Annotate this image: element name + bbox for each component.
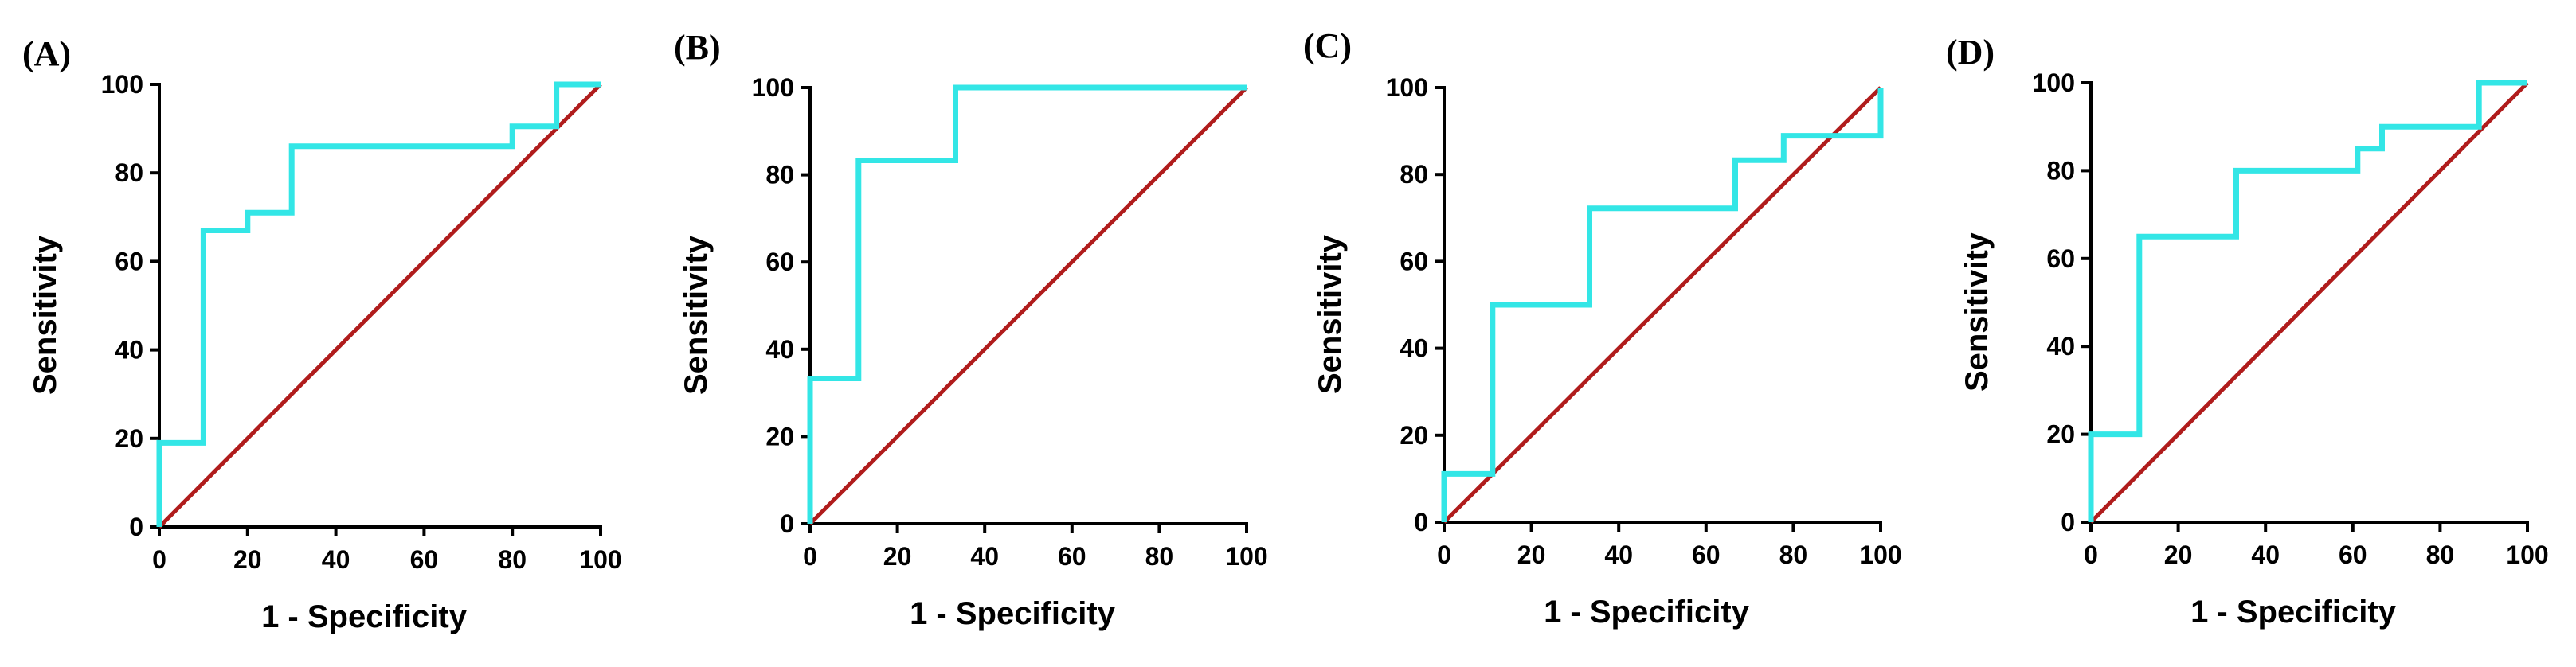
- roc-curve: [2088, 80, 2527, 522]
- x-tick-label: 20: [233, 545, 262, 574]
- x-tick-label: 60: [1058, 542, 1086, 571]
- x-tick-label: 40: [970, 542, 999, 571]
- x-tick-label: 0: [1437, 540, 1451, 569]
- y-axis-title: Sensitivity: [1313, 234, 1348, 394]
- roc-curve: [807, 84, 1247, 524]
- panel-label: (A): [22, 34, 71, 73]
- y-tick-label: 40: [765, 335, 794, 364]
- x-tick-label: 60: [2339, 540, 2367, 569]
- y-tick-label: 40: [2046, 332, 2075, 361]
- x-tick-label: 0: [152, 545, 166, 574]
- x-tick-label: 40: [2251, 540, 2280, 569]
- x-tick-label: 40: [1604, 540, 1633, 569]
- x-tick-label: 60: [1692, 540, 1721, 569]
- x-tick-label: 80: [1145, 542, 1174, 571]
- panel-label: (D): [1946, 33, 1995, 72]
- x-tick-label: 100: [579, 545, 621, 574]
- y-tick-label: 80: [2046, 156, 2075, 185]
- reference-line: [808, 86, 1248, 525]
- y-tick-label: 80: [115, 158, 143, 187]
- x-tick-label: 80: [498, 545, 527, 574]
- roc-curve: [156, 81, 601, 527]
- x-tick-label: 100: [1225, 542, 1267, 571]
- reference-line: [2089, 81, 2529, 524]
- panel-label: (B): [674, 28, 721, 67]
- panel-a: (A) 0 20 40 60 80 100 0 20 40 60 80 100 1 - Specifici…: [22, 34, 622, 634]
- x-tick-label: 0: [803, 542, 817, 571]
- y-tick-label: 100: [2033, 68, 2075, 97]
- x-tick-label: 0: [2084, 540, 2098, 569]
- x-tick-label: 80: [2426, 540, 2455, 569]
- x-axis-title: 1 - Specificity: [2190, 595, 2397, 630]
- y-tick-label: 100: [1386, 73, 1428, 102]
- y-tick-label: 40: [115, 336, 143, 365]
- x-axis-title: 1 - Specificity: [261, 599, 468, 634]
- y-tick-label: 40: [1400, 334, 1428, 363]
- y-tick-label: 0: [780, 509, 794, 538]
- panel-d: (D) 0 20 40 60 80 100 0 20 40 60 80 100 1 - Specifici…: [1946, 33, 2549, 630]
- y-tick-label: 0: [1414, 508, 1428, 536]
- y-tick-label: 60: [1400, 247, 1428, 275]
- y-tick-label: 20: [1400, 421, 1428, 450]
- x-tick-label: 100: [1859, 540, 1901, 569]
- y-tick-label: 60: [115, 247, 143, 275]
- y-tick-label: 20: [765, 422, 794, 451]
- y-tick-label: 20: [2046, 420, 2075, 449]
- panel-c: (C) 0 20 40 60 80 100 0 20 40 60 80 100 1 - Specifici…: [1303, 26, 1902, 630]
- y-axis-title: Sensitivity: [679, 235, 714, 395]
- reference-line: [1443, 86, 1882, 524]
- x-tick-label: 80: [1779, 540, 1808, 569]
- y-tick-label: 0: [129, 513, 143, 541]
- x-tick-label: 100: [2506, 540, 2548, 569]
- y-tick-label: 100: [752, 73, 794, 102]
- y-tick-label: 60: [765, 248, 794, 276]
- y-tick-label: 100: [101, 70, 143, 99]
- panel-label: (C): [1303, 26, 1352, 65]
- x-axis-title: 1 - Specificity: [1544, 595, 1750, 630]
- panel-b: (B) 0 20 40 60 80 100 0 20 40 60 80 100 1 - Specifici…: [674, 28, 1268, 631]
- y-axis-title: Sensitivity: [28, 235, 63, 395]
- y-tick-label: 0: [2061, 508, 2075, 536]
- y-tick-label: 80: [765, 161, 794, 189]
- x-tick-label: 60: [410, 545, 439, 574]
- x-axis-title: 1 - Specificity: [910, 596, 1116, 631]
- x-tick-label: 20: [2164, 540, 2193, 569]
- y-axis-title: Sensitivity: [1959, 232, 1995, 392]
- y-tick-label: 60: [2046, 244, 2075, 273]
- x-tick-label: 20: [883, 542, 912, 571]
- roc-curve: [1441, 88, 1884, 522]
- y-tick-label: 80: [1400, 160, 1428, 189]
- y-tick-label: 20: [115, 424, 143, 453]
- x-tick-label: 40: [322, 545, 350, 574]
- x-tick-label: 20: [1517, 540, 1546, 569]
- reference-line: [158, 83, 602, 529]
